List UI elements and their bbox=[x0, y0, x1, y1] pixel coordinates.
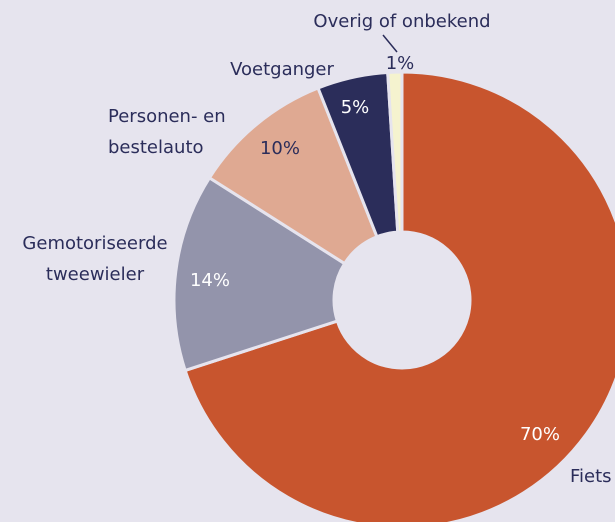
leader-line bbox=[382, 34, 398, 53]
value-label: 1% bbox=[386, 53, 415, 74]
category-label: Fiets bbox=[570, 466, 612, 487]
value-label: 14% bbox=[190, 270, 230, 291]
value-label: 5% bbox=[341, 97, 370, 118]
donut-slice bbox=[386, 70, 404, 234]
donut-slice bbox=[172, 175, 347, 373]
value-label: 10% bbox=[260, 138, 300, 159]
category-label: Voetganger bbox=[230, 59, 334, 80]
value-label: 70% bbox=[520, 424, 560, 445]
donut-slice bbox=[183, 70, 615, 522]
category-label: Overig of onbekend bbox=[313, 11, 490, 32]
category-label: Gemotoriseerde tweewieler bbox=[22, 233, 167, 285]
category-label: Personen- en bestelauto bbox=[108, 106, 226, 158]
